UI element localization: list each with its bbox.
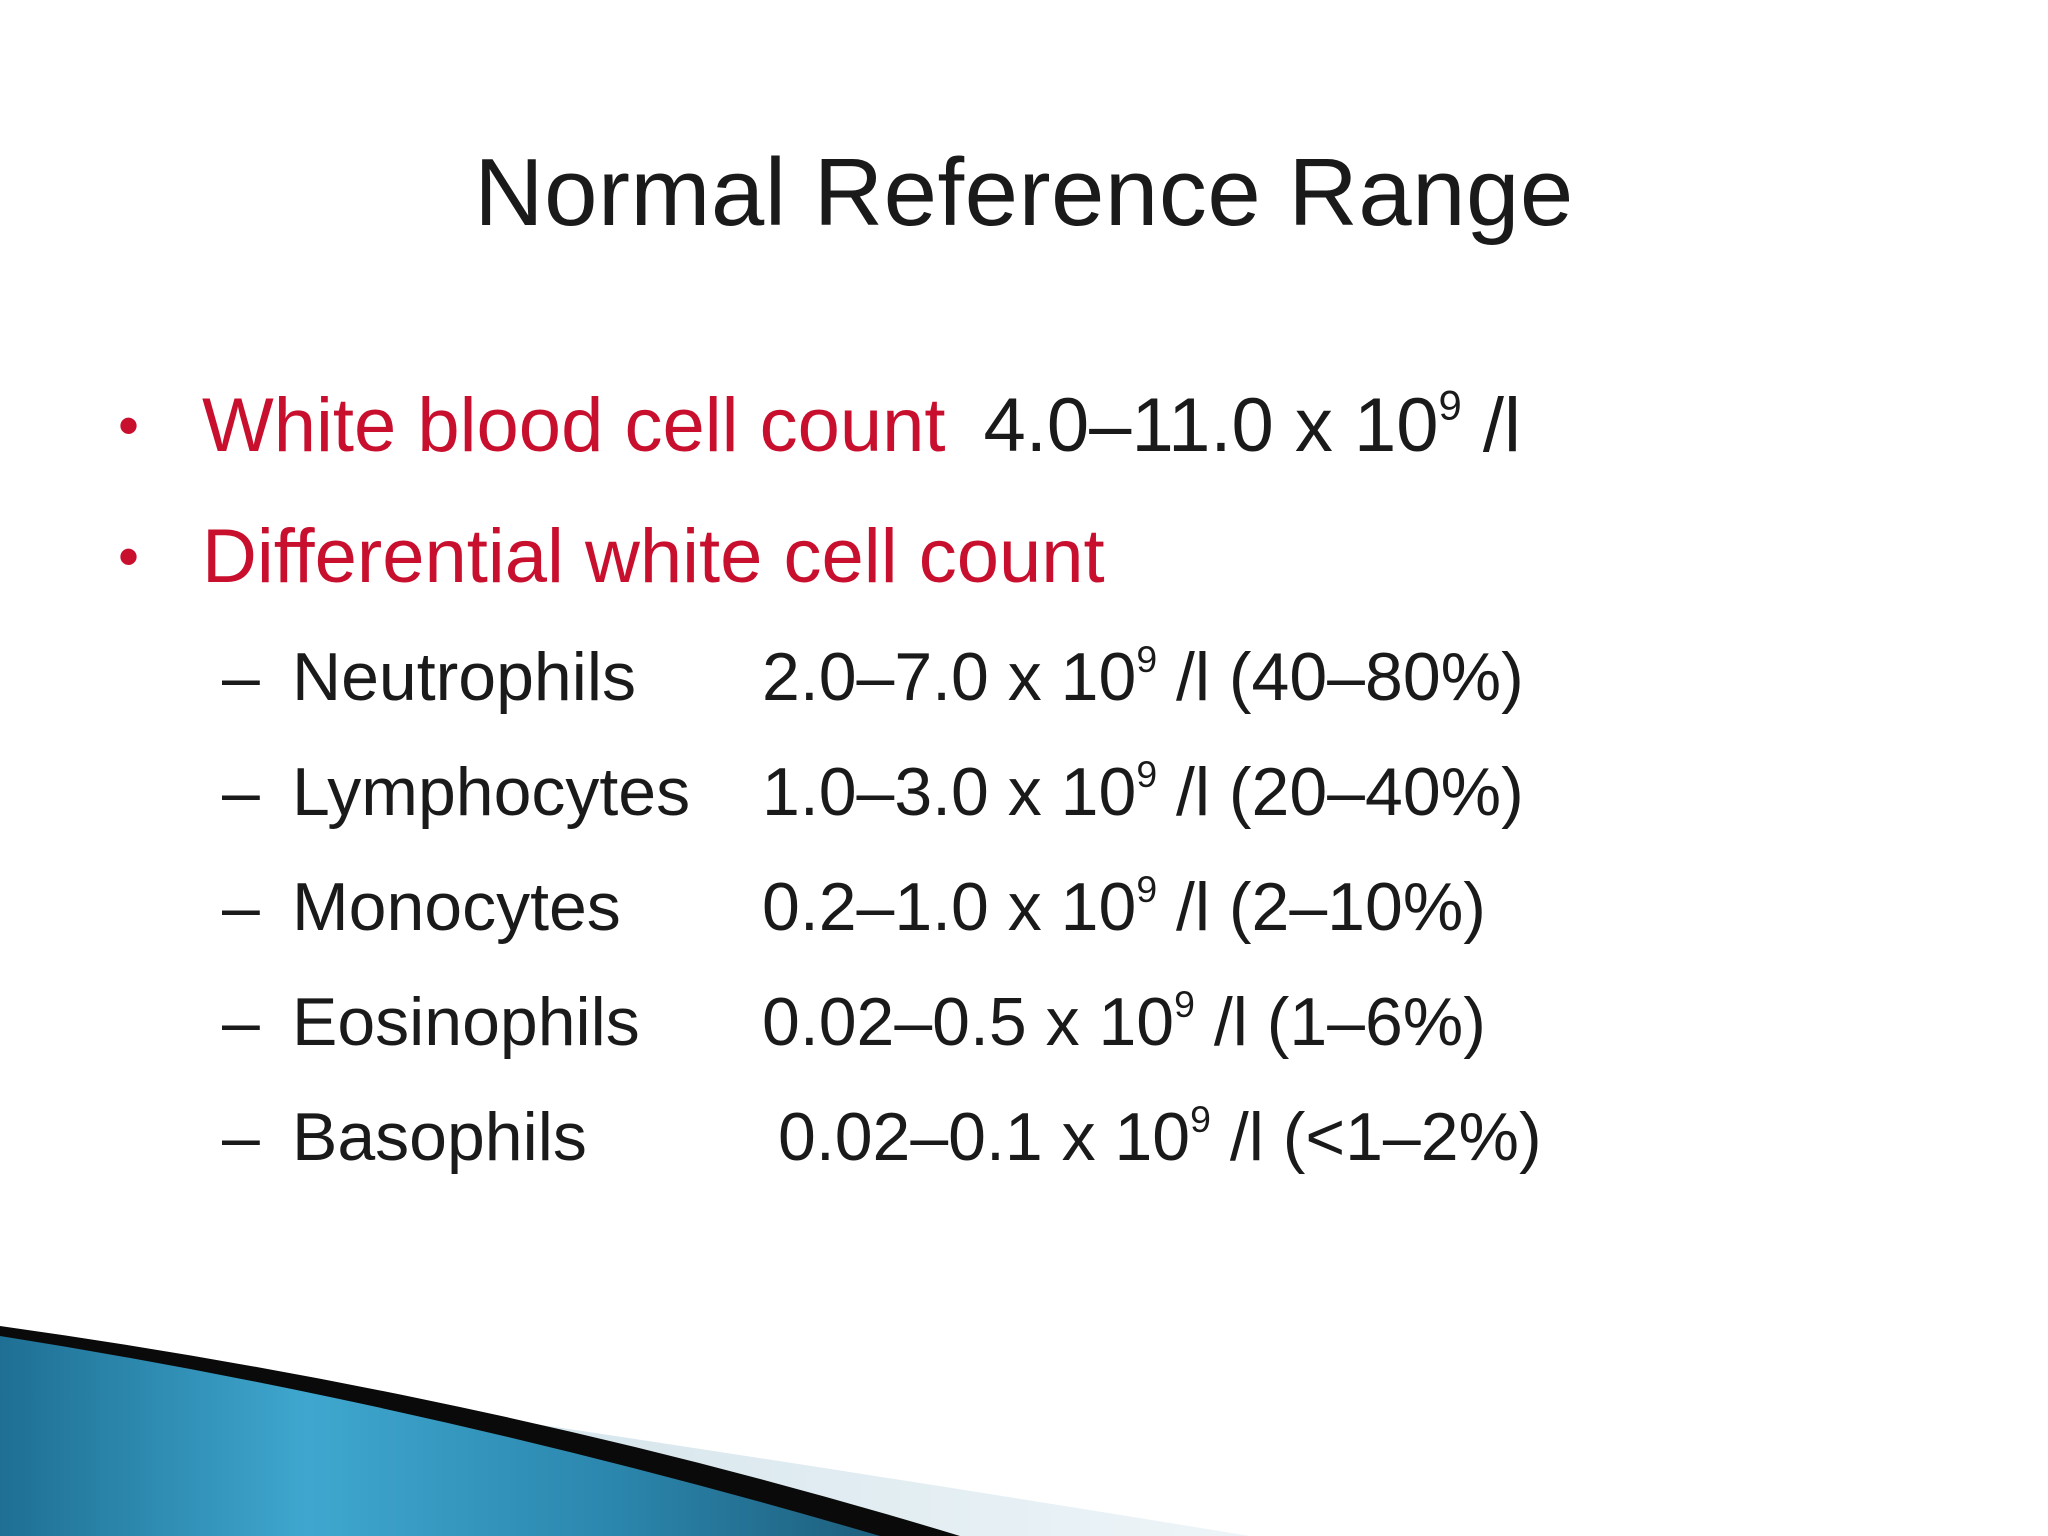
sub-dash: – — [222, 869, 260, 945]
swoosh-blue-band — [0, 1336, 880, 1536]
bullet-marker: • — [118, 392, 140, 459]
differential-row-neutrophils: – Neutrophils 2.0–7.0 x 109 /l (40–80%) — [222, 632, 1524, 722]
cell-type-range: 0.02–0.1 x 109 /l (<1–2%) — [778, 1092, 1542, 1182]
differential-row-basophils: – Basophils 0.02–0.1 x 109 /l (<1–2%) — [222, 1092, 1542, 1182]
range-rest: /l (40–80%) — [1157, 639, 1524, 715]
range-text: 1.0–3.0 x 10 — [762, 754, 1137, 830]
bullet-white-blood-cell-count: • White blood cell count 4.0–11.0 x 109 /l — [118, 376, 1521, 476]
value-unit: /l — [1461, 383, 1521, 468]
range-exponent: 9 — [1136, 637, 1158, 680]
sub-dash: – — [222, 984, 260, 1060]
range-rest: /l (2–10%) — [1157, 869, 1486, 945]
cell-type-range: 1.0–3.0 x 109 /l (20–40%) — [762, 747, 1524, 837]
range-rest: /l (<1–2%) — [1210, 1099, 1542, 1175]
decorative-swoosh — [0, 1326, 1250, 1536]
range-text: 0.2–1.0 x 10 — [762, 869, 1137, 945]
sub-dash: – — [222, 1099, 260, 1175]
differential-row-monocytes: – Monocytes 0.2–1.0 x 109 /l (2–10%) — [222, 862, 1486, 952]
cell-type-name: Monocytes — [292, 869, 621, 945]
cell-type-name: Basophils — [292, 1099, 587, 1175]
sub-dash: – — [222, 639, 260, 715]
cell-type-range: 0.02–0.5 x 109 /l (1–6%) — [762, 977, 1486, 1067]
bullet-marker: • — [118, 523, 140, 590]
cell-type-range: 2.0–7.0 x 109 /l (40–80%) — [762, 632, 1524, 722]
range-exponent: 9 — [1136, 867, 1158, 910]
bullet-label: Differential white cell count — [202, 514, 1105, 599]
differential-row-eosinophils: – Eosinophils 0.02–0.5 x 109 /l (1–6%) — [222, 977, 1486, 1067]
cell-type-name: Lymphocytes — [292, 754, 691, 830]
range-exponent: 9 — [1190, 1097, 1211, 1140]
range-exponent: 9 — [1174, 982, 1195, 1025]
bullet-value: 4.0–11.0 x 109 /l — [984, 383, 1521, 468]
range-rest: /l (20–40%) — [1157, 754, 1524, 830]
slide-title: Normal Reference Range — [474, 139, 1574, 246]
sub-dash: – — [222, 754, 260, 830]
range-rest: /l (1–6%) — [1194, 984, 1486, 1060]
value-exponent: 9 — [1438, 381, 1462, 429]
cell-type-range: 0.2–1.0 x 109 /l (2–10%) — [762, 862, 1486, 952]
differential-row-lymphocytes: – Lymphocytes 1.0–3.0 x 109 /l (20–40%) — [222, 747, 1524, 837]
range-text: 0.02–0.1 x 10 — [778, 1099, 1191, 1175]
value-range: 4.0–11.0 x 10 — [983, 383, 1439, 468]
cell-type-name: Neutrophils — [292, 639, 636, 715]
range-text: 0.02–0.5 x 10 — [762, 984, 1175, 1060]
cell-type-name: Eosinophils — [292, 984, 640, 1060]
bullet-differential-white-cell-count: • Differential white cell count — [118, 507, 1105, 607]
range-exponent: 9 — [1136, 752, 1158, 795]
bullet-label: White blood cell count — [202, 383, 946, 468]
range-text: 2.0–7.0 x 10 — [762, 639, 1137, 715]
